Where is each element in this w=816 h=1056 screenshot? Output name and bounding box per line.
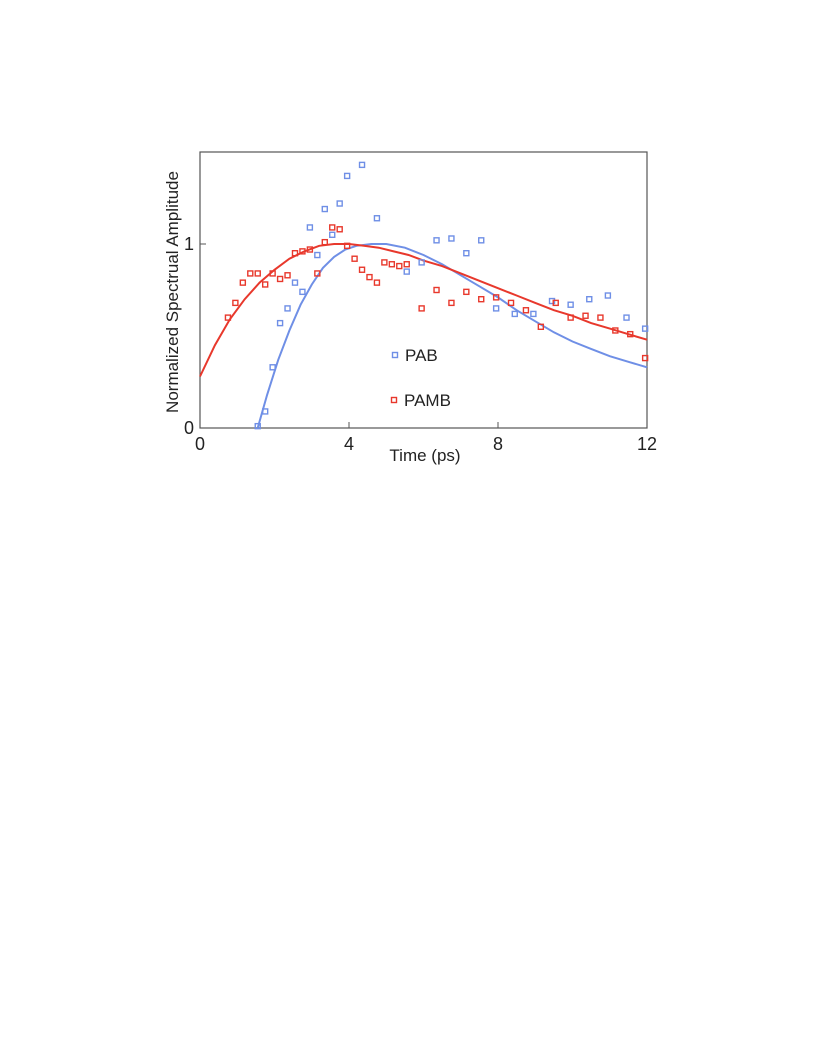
data-point-pamb (582, 312, 589, 319)
data-point-pab (586, 296, 593, 303)
data-point-pamb (336, 226, 343, 233)
data-point-pab (336, 200, 343, 207)
y-tick-label: 0 (184, 418, 194, 438)
data-point-pab (329, 231, 336, 239)
data-point-pab (358, 161, 366, 169)
data-point-pamb (396, 262, 403, 270)
data-point-pamb (343, 242, 351, 250)
data-point-pab (567, 301, 574, 308)
data-point-pamb (418, 305, 425, 312)
data-points (224, 161, 649, 430)
data-point-pamb (261, 281, 269, 288)
data-point-pamb (448, 299, 455, 307)
data-point-pab (269, 364, 276, 371)
plot-frame (199, 151, 648, 429)
data-point-pamb (612, 327, 619, 334)
tick-labels: 0 4 8 12 0 1 (184, 234, 657, 454)
data-point-pab (604, 292, 612, 299)
data-point-pab (403, 268, 410, 275)
data-point-pamb (329, 224, 336, 231)
data-point-pab (623, 314, 630, 321)
fit-curves (199, 243, 648, 429)
data-point-pamb (314, 270, 321, 277)
data-point-pab (448, 235, 455, 242)
data-point-pamb (537, 323, 545, 330)
data-point-pamb (433, 286, 440, 294)
legend-marker-pab (391, 351, 399, 359)
legend-label-pamb: PAMB (404, 391, 451, 410)
data-point-pamb (291, 249, 299, 257)
data-point-pab (530, 310, 537, 318)
x-tick-label: 4 (344, 434, 354, 454)
data-point-pamb (224, 314, 232, 321)
data-point-pamb (507, 299, 515, 307)
data-point-pab (254, 422, 261, 430)
data-point-pamb (269, 270, 276, 277)
data-point-pamb (366, 273, 373, 281)
data-point-pamb (284, 272, 291, 279)
data-point-pamb (373, 279, 381, 286)
data-point-pab (492, 305, 500, 312)
data-point-pamb (478, 296, 485, 303)
data-point-pamb (358, 266, 366, 273)
plot-area (199, 151, 649, 430)
data-point-pamb (276, 275, 284, 283)
data-point-pamb (463, 288, 470, 296)
data-point-pab (284, 305, 291, 312)
data-point-pab (511, 310, 518, 318)
data-point-pamb (597, 314, 604, 321)
data-point-pamb (627, 330, 634, 338)
legend-item-pamb: PAMB (390, 391, 451, 410)
data-point-pab (321, 205, 328, 213)
data-point-pamb (403, 261, 410, 268)
data-point-pab (418, 259, 425, 266)
data-point-pamb (299, 248, 306, 255)
axis-ticks (199, 243, 648, 429)
data-point-pab (463, 249, 470, 257)
legend-item-pab: PAB (391, 346, 438, 365)
fit-line-pamb (199, 243, 648, 377)
data-point-pamb (641, 354, 649, 362)
y-tick-label: 1 (184, 234, 194, 254)
x-tick-label: 12 (637, 434, 657, 454)
data-point-pab (641, 325, 649, 332)
data-point-pamb (381, 259, 388, 266)
data-point-pab (299, 288, 306, 296)
data-point-pab (276, 319, 284, 327)
data-point-pamb (492, 294, 500, 301)
data-point-pamb (567, 314, 574, 321)
data-point-pab (373, 215, 381, 222)
data-point-pamb (239, 279, 247, 286)
data-point-pamb (254, 270, 261, 277)
data-point-pab (433, 237, 440, 244)
data-point-pab (478, 237, 485, 244)
data-point-pamb (321, 238, 328, 246)
data-point-pamb (552, 299, 559, 307)
data-point-pab (306, 224, 314, 231)
data-point-pab (343, 172, 351, 180)
fit-line-pab (256, 243, 648, 429)
data-point-pamb (351, 255, 358, 262)
data-point-pamb (306, 246, 314, 253)
data-point-pamb (232, 299, 239, 307)
x-tick-label: 0 (195, 434, 205, 454)
data-point-pab (261, 408, 269, 415)
legend-marker-pamb (390, 396, 398, 404)
x-tick-label: 8 (493, 434, 503, 454)
data-point-pamb (247, 270, 254, 277)
data-point-pamb (522, 307, 530, 314)
data-point-pab (314, 251, 321, 259)
legend: PAB PAMB (390, 346, 451, 410)
data-point-pab (291, 279, 299, 286)
data-point-pamb (388, 261, 396, 268)
x-axis-label: Time (ps) (389, 446, 460, 465)
y-axis-label: Normalized Spectrual Amplitude (163, 171, 182, 413)
legend-label-pab: PAB (405, 346, 438, 365)
